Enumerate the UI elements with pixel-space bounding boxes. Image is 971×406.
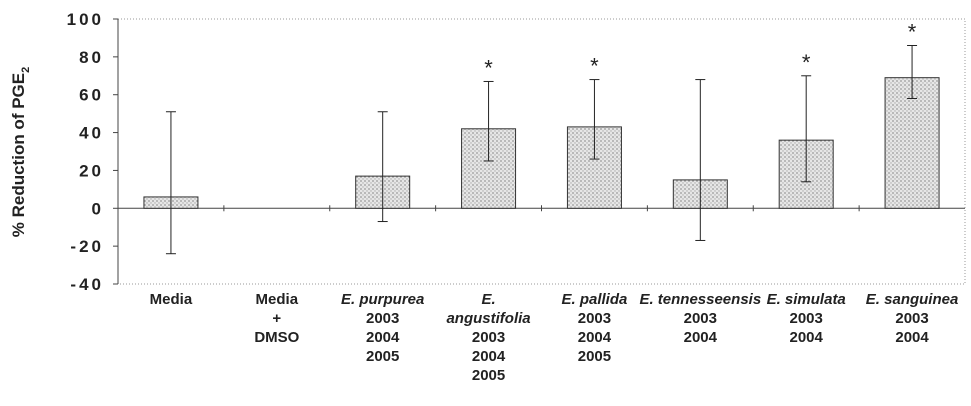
x-tick-label: 2004 <box>790 329 824 346</box>
x-tick-label: angustifolia <box>446 310 530 327</box>
x-tick-label: E. simulata <box>767 291 846 308</box>
x-tick-label: 2004 <box>578 329 612 346</box>
significance-marker: * <box>590 54 599 79</box>
x-tick-label: Media <box>150 291 193 308</box>
x-tick-label: 2004 <box>366 329 400 346</box>
x-tick-label: 2003 <box>684 310 717 327</box>
bar <box>566 126 622 209</box>
x-tick-label: 2003 <box>366 310 399 327</box>
significance-marker: * <box>908 20 917 45</box>
y-tick-label: 60 <box>79 86 104 105</box>
y-tick-label: -20 <box>70 237 104 256</box>
x-tick-label: 2003 <box>790 310 823 327</box>
y-tick-label: 0 <box>92 199 104 218</box>
x-tick-label: E. sanguinea <box>866 291 959 308</box>
x-tick-label: 2004 <box>684 329 718 346</box>
bar <box>884 77 940 209</box>
x-tick-label: 2005 <box>578 348 611 365</box>
x-tick-label: 2005 <box>366 348 399 365</box>
y-tick-label: 40 <box>79 124 104 143</box>
x-tick-label: E. <box>481 291 495 308</box>
y-tick-label: 80 <box>79 48 104 67</box>
y-tick-label: -40 <box>70 275 104 294</box>
plot-frame <box>117 18 966 285</box>
x-tick-label: 2003 <box>472 329 505 346</box>
significance-marker: * <box>802 50 811 75</box>
y-tick-label: 100 <box>67 10 104 29</box>
significance-marker: * <box>484 55 493 80</box>
x-tick-label: 2004 <box>895 329 929 346</box>
x-tick-label: 2005 <box>472 367 505 384</box>
x-tick-label: 2003 <box>895 310 928 327</box>
y-tick-label: 20 <box>79 161 104 180</box>
y-axis-label: % Reduction of PGE2 <box>9 67 32 237</box>
x-tick-label: DMSO <box>254 329 299 346</box>
x-tick-label: E. pallida <box>562 291 628 308</box>
x-tick-label: 2003 <box>578 310 611 327</box>
x-tick-label: E. tennesseensis <box>639 291 761 308</box>
x-tick-label: 2004 <box>472 348 506 365</box>
x-tick-label: Media <box>256 291 299 308</box>
x-tick-label: E. purpurea <box>341 291 424 308</box>
x-tick-label: + <box>272 310 281 327</box>
